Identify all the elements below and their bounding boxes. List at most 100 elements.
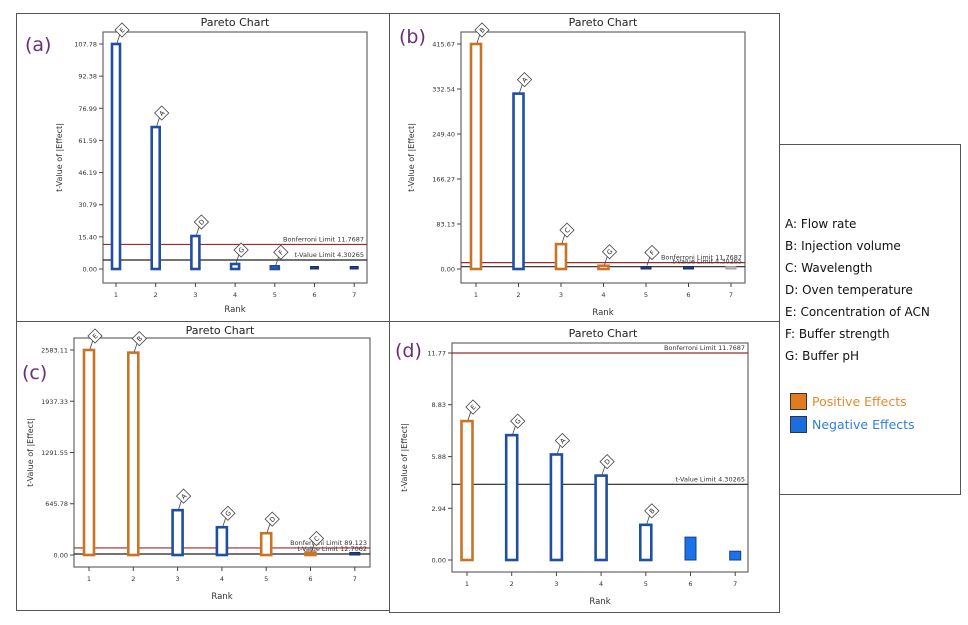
bar-rank-5 xyxy=(638,523,653,562)
x-tick-label: 1 xyxy=(114,291,118,299)
x-axis-label: Rank xyxy=(211,592,232,602)
bar-rank-1 xyxy=(82,348,96,557)
x-tick-label: 2 xyxy=(510,580,514,588)
bar-rank-5 xyxy=(269,264,281,271)
y-tick-label: 249.40 xyxy=(432,131,455,139)
y-tick-label: 1937.33 xyxy=(41,398,68,406)
x-tick-label: 7 xyxy=(733,580,737,588)
legend-factor-b: B: Injection volume xyxy=(785,239,901,253)
bar-rank-7 xyxy=(349,266,359,270)
y-tick-label: 107.78 xyxy=(74,41,97,49)
bar-rank-4 xyxy=(594,474,608,562)
bar-rank-2 xyxy=(504,433,519,562)
bar-rank-1 xyxy=(469,42,483,271)
bar-label-leader xyxy=(476,33,481,44)
pareto-chart-c: Pareto Chart 0.00 645.78 1291.55 1937.33 2583… xyxy=(26,324,371,602)
pareto-chart-a: Pareto Chart 0.00 15.40 30.79 46.19 61.59 76.9… xyxy=(55,16,368,315)
bar-label-tag xyxy=(308,530,325,547)
t-value-limit-label: t-Value Limit 4.30265 xyxy=(673,258,743,266)
bar-rank-6 xyxy=(683,266,694,270)
y-tick-label: 415.67 xyxy=(432,41,455,49)
bar-factor-label: D xyxy=(603,457,612,466)
bar-label-tag xyxy=(465,399,481,415)
bar-rank-3 xyxy=(549,453,564,562)
y-tick-label: 0.00 xyxy=(54,552,68,560)
bar-rank-3 xyxy=(171,508,184,557)
bar-rank-4 xyxy=(597,264,610,271)
bar-factor-label: G xyxy=(605,247,614,256)
y-tick-label: 30.79 xyxy=(78,201,97,209)
x-tick-label: 6 xyxy=(312,291,316,299)
bar-label-tag xyxy=(264,511,280,527)
legend-factor-g: G: Buffer pH xyxy=(785,349,860,363)
bar-label-leader xyxy=(512,425,517,435)
bar-label-tag xyxy=(114,22,130,38)
bar-label-tag xyxy=(644,503,660,519)
chart-title: Pareto Chart xyxy=(569,327,638,340)
figure-frame-top-left xyxy=(16,13,391,323)
y-axis-label: t-Value of |Effect| xyxy=(400,423,409,492)
x-tick-label: 5 xyxy=(264,575,268,583)
x-tick-label: 3 xyxy=(554,580,558,588)
y-tick-label: 0.00 xyxy=(441,266,455,274)
y-axis-label: t-Value of |Effect| xyxy=(55,123,64,192)
panel-label-c: (c) xyxy=(22,362,48,384)
x-tick-label: 5 xyxy=(273,291,277,299)
bar-label-tag xyxy=(175,488,192,504)
bar-label-leader xyxy=(222,517,227,527)
y-tick-label: 645.78 xyxy=(45,500,68,508)
y-tick-label: 15.40 xyxy=(78,233,97,241)
legend-factor-f: F: Buffer strength xyxy=(785,327,890,341)
y-tick-label: 332.54 xyxy=(432,85,455,93)
chart-title: Pareto Chart xyxy=(186,324,255,337)
y-tick-label: 5.88 xyxy=(432,453,446,461)
bar-factor-label: B xyxy=(648,507,657,516)
bar-label-leader xyxy=(89,339,94,350)
bar-factor-label: G xyxy=(513,417,522,426)
bar-label-leader xyxy=(235,253,240,264)
y-tick-label: 166.27 xyxy=(432,175,455,183)
figure-frame-top-right xyxy=(389,13,780,323)
x-tick-label: 4 xyxy=(599,580,603,588)
bar-label-tag xyxy=(474,22,490,38)
pareto-panel-c: (c) Pareto Chart 0.00 645.78 1291.55 1937.33… xyxy=(0,0,390,625)
x-tick-label: 4 xyxy=(233,291,237,299)
pareto-panel-b: (b) Pareto Chart 0.00 83.13 166.27 249.40 332… xyxy=(0,0,780,320)
y-tick-label: 0.00 xyxy=(83,266,97,274)
bar-rank-4 xyxy=(215,525,229,557)
x-tick-label: 3 xyxy=(193,291,197,299)
y-axis-label: t-Value of |Effect| xyxy=(26,418,35,487)
chart-title: Pareto Chart xyxy=(569,16,638,29)
x-axis-label: Rank xyxy=(589,597,610,607)
x-tick-label: 5 xyxy=(644,580,648,588)
bonferroni-limit-label: Bonferroni Limit 89.123 xyxy=(290,539,367,547)
bar-factor-label: A xyxy=(520,75,529,84)
negative-effects-swatch xyxy=(790,416,807,433)
x-tick-label: 2 xyxy=(516,291,520,299)
bar-label-tag xyxy=(154,105,170,121)
bar-label-tag xyxy=(516,71,533,88)
t-value-limit-label: t-Value Limit 4.30265 xyxy=(676,475,746,483)
figure-frame-bottom-right xyxy=(389,321,780,613)
bar-rank-7 xyxy=(349,552,361,556)
bar-rank-7 xyxy=(725,266,737,270)
factor-legend: A: Flow rate B: Injection volume C: Wave… xyxy=(779,144,961,495)
x-tick-label: 6 xyxy=(688,580,692,588)
bar-factor-label: E xyxy=(469,403,478,412)
bar-rank-2 xyxy=(150,125,161,271)
y-tick-label: 61.59 xyxy=(78,137,97,145)
legend-positive-effects: Positive Effects xyxy=(790,393,907,410)
bar-label-tag xyxy=(554,432,571,449)
bar-label-tag xyxy=(220,505,236,521)
y-tick-label: 83.13 xyxy=(436,221,455,229)
pareto-panel-a: (a) Pareto Chart 0.00 15.40 30.79 46.19 61.59… xyxy=(0,0,390,320)
bar-rank-2 xyxy=(512,92,525,271)
bar-rank-2 xyxy=(127,351,140,557)
bar-factor-label: F xyxy=(277,248,285,256)
y-tick-label: 46.19 xyxy=(78,169,97,177)
y-tick-label: 76.99 xyxy=(78,105,97,113)
positive-effects-label: Positive Effects xyxy=(812,394,907,409)
bar-label-tag xyxy=(601,244,618,260)
bar-label-tag xyxy=(233,242,249,258)
x-tick-label: 1 xyxy=(87,575,91,583)
